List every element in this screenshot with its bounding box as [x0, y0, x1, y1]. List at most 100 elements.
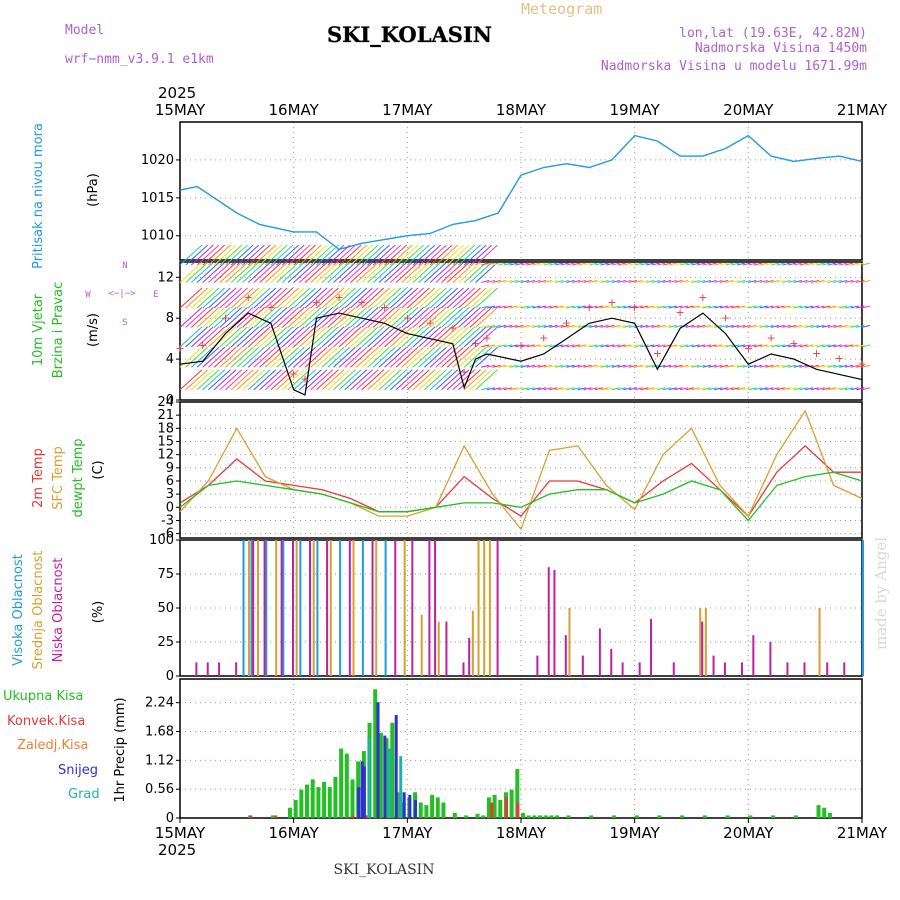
cloud-bar	[420, 614, 423, 676]
cloud-bar	[581, 655, 584, 676]
cloud-bar	[477, 540, 480, 676]
wind-barb	[640, 262, 649, 266]
wind-barb	[441, 262, 464, 283]
wind-barb	[651, 305, 660, 309]
wind-barb	[680, 305, 689, 309]
wind-barb	[589, 344, 598, 348]
wind-barb	[424, 244, 447, 266]
wind-barb	[816, 262, 825, 266]
legend-conv-rain: Konvek.Kisa	[7, 714, 85, 729]
temperature-ytick-label: 24	[157, 395, 174, 410]
wind-barb	[196, 369, 220, 391]
wind-barb	[372, 369, 396, 391]
wind-barb	[526, 305, 535, 309]
wind-barb	[333, 287, 356, 309]
wind-barb	[753, 262, 763, 266]
temp-unit: (C)	[91, 460, 106, 479]
wind-barb	[708, 262, 717, 266]
wind-barb	[299, 287, 322, 309]
wind-barb	[350, 287, 373, 309]
wind-barb	[805, 344, 814, 348]
wind-barb	[367, 307, 390, 328]
cloud-bar	[275, 540, 278, 676]
wind-barb	[520, 364, 530, 368]
wind-barb	[270, 244, 294, 266]
wind-barb	[185, 307, 209, 328]
wind-barb	[799, 344, 808, 348]
wind-barb	[793, 262, 802, 266]
wind-barb	[463, 346, 487, 368]
wind-barb	[344, 287, 368, 309]
wind-barb	[856, 262, 865, 266]
wind-barb	[230, 262, 254, 283]
wind-barb	[185, 369, 209, 391]
wind-barb	[446, 262, 470, 283]
wind-barb	[634, 364, 643, 368]
wind-barb	[361, 326, 385, 348]
wind-barb	[498, 364, 507, 368]
wind-barb	[179, 287, 203, 309]
precip-bar	[822, 807, 827, 818]
wind-barb	[515, 262, 524, 266]
wind-barb	[310, 244, 334, 266]
wind-barb	[674, 262, 683, 266]
wind-barb	[645, 324, 655, 328]
cloud-bar	[568, 608, 571, 676]
wind-barb	[799, 305, 808, 309]
wind-barb	[554, 305, 564, 309]
wind-barb	[350, 307, 373, 328]
wind-barb	[225, 326, 248, 348]
wind-barb	[765, 262, 774, 266]
wind-barb	[719, 364, 729, 368]
wind-barb	[401, 369, 424, 391]
wind-barb	[230, 369, 254, 391]
cloud-bar	[206, 662, 209, 676]
wind-barb	[725, 387, 734, 391]
wind-barb	[526, 279, 535, 283]
wind-barb	[367, 244, 390, 266]
wind-barb	[560, 387, 569, 391]
cloud-bar	[598, 628, 601, 676]
wind-barb	[350, 326, 373, 348]
wind-gust-marker: +	[482, 332, 491, 345]
wind-barb	[242, 369, 265, 391]
wind-barb	[748, 262, 757, 266]
precip-bar	[339, 748, 344, 818]
wind-barb	[719, 262, 729, 266]
wind-barb	[179, 307, 203, 328]
wind-barb	[446, 287, 470, 309]
cloud-bar	[265, 540, 268, 676]
wind-barb	[208, 307, 231, 328]
wind-barb	[594, 305, 604, 309]
wind-barb	[691, 305, 700, 309]
wind-ytick-label: 12	[157, 270, 174, 285]
wind-barb	[219, 287, 243, 309]
wind-barb	[475, 369, 498, 391]
wind-barb	[361, 346, 385, 368]
wind-barb	[765, 387, 774, 391]
dewpt-ylabel: dewpt Temp	[71, 438, 86, 517]
wind-barb	[355, 287, 379, 309]
wind-barb	[441, 307, 464, 328]
legend-frz-rain: Zaledj.Kisa	[17, 738, 88, 753]
wind-barb	[822, 344, 831, 348]
wind-barb	[406, 369, 430, 391]
wind-barb	[503, 344, 513, 348]
wind-barb	[810, 324, 819, 328]
wind-barb	[560, 305, 569, 309]
wind-barb	[526, 387, 535, 391]
wind-barb	[719, 344, 729, 348]
wind-barb	[589, 262, 598, 266]
wind-barb	[816, 344, 825, 348]
wind-barb	[520, 279, 530, 283]
wind-barb	[850, 344, 859, 348]
wind-barb	[463, 287, 487, 309]
wind-barb	[805, 324, 814, 328]
wind-barb	[389, 369, 413, 391]
wind-barb	[543, 305, 552, 309]
wind-barb	[600, 387, 609, 391]
wind-barb	[731, 262, 740, 266]
year-bottom: 2025	[158, 841, 196, 859]
date-label-top: 17MAY	[382, 101, 433, 119]
